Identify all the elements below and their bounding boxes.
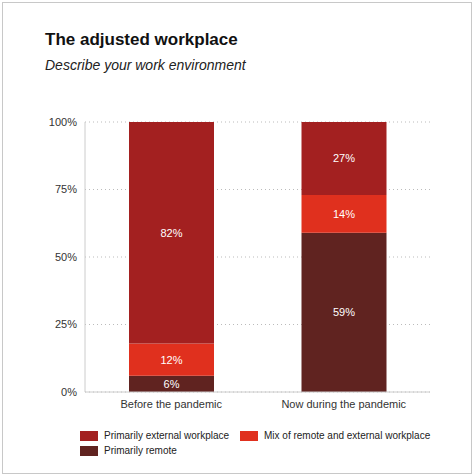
svg-text:25%: 25% xyxy=(55,318,77,330)
html-text:Describe your work environment: Describe your work environment xyxy=(45,57,246,73)
html-text:Mix of remote and external wor: Mix of remote and external workplace xyxy=(264,430,431,441)
html-text:Primarily remote: Primarily remote xyxy=(104,445,177,456)
svg-text:82%: 82% xyxy=(160,227,182,239)
html-text:Primarily external workplace: Primarily external workplace xyxy=(104,430,229,441)
svg-text:59%: 59% xyxy=(333,306,355,318)
svg-text:75%: 75% xyxy=(55,183,77,195)
html-text:The adjusted workplace: The adjusted workplace xyxy=(45,30,238,49)
svg-text:100%: 100% xyxy=(49,116,77,128)
svg-text:Before the pandemic: Before the pandemic xyxy=(120,398,222,410)
svg-text:27%: 27% xyxy=(333,152,355,164)
svg-text:0%: 0% xyxy=(61,386,77,398)
svg-text:Now during the pandemic: Now during the pandemic xyxy=(281,398,406,410)
svg-text:12%: 12% xyxy=(160,354,182,366)
svg-text:6%: 6% xyxy=(164,378,180,390)
svg-text:50%: 50% xyxy=(55,251,77,263)
svg-text:14%: 14% xyxy=(333,208,355,220)
